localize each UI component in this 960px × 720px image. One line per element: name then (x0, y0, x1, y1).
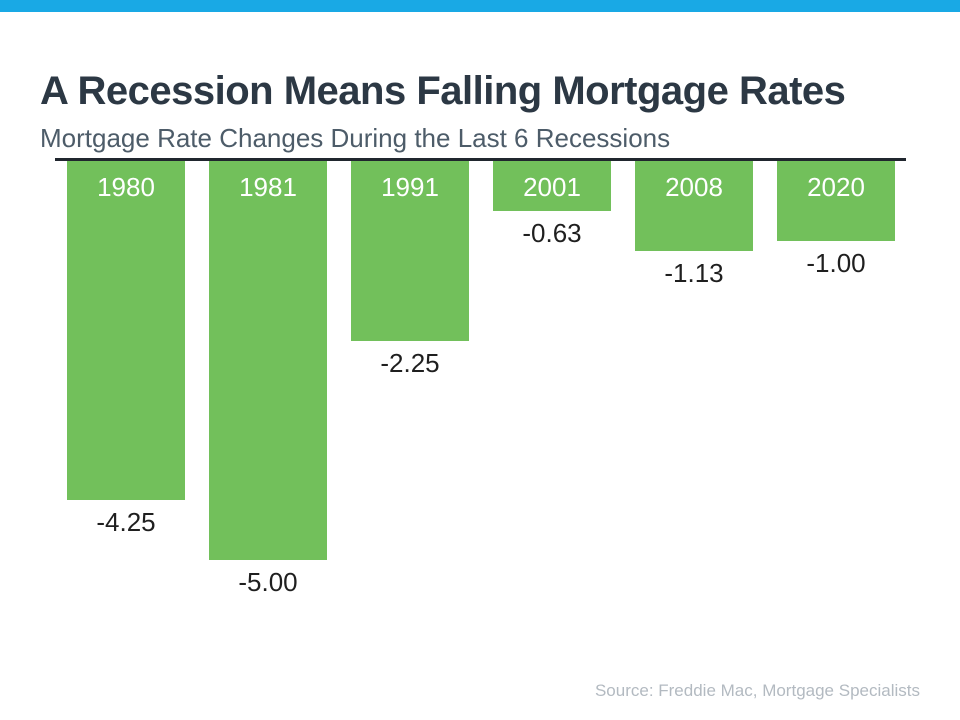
bar-2020: 2020 (777, 161, 895, 241)
bar-category-label: 2020 (807, 172, 865, 202)
bar-value-label: -0.63 (522, 218, 582, 248)
bar-value-label: -5.00 (238, 567, 298, 597)
bar-category-label: 1991 (381, 172, 439, 202)
bar-category-label: 2001 (523, 172, 581, 202)
bar-category-label: 2008 (665, 172, 723, 202)
source-note: Source: Freddie Mac, Mortgage Specialist… (594, 681, 920, 700)
page-title: A Recession Means Falling Mortgage Rates (40, 68, 846, 113)
bar-1991: 1991 (351, 161, 469, 341)
bar-2008: 2008 (635, 161, 753, 251)
x-axis-line (55, 158, 906, 161)
bar-1980: 1980 (67, 161, 185, 500)
bar-2001: 2001 (493, 161, 611, 211)
bar-1981: 1981 (209, 161, 327, 560)
bar-value-label: -1.13 (664, 258, 724, 288)
bar-category-label: 1981 (239, 172, 297, 202)
bar-category-label: 1980 (97, 172, 155, 202)
top-accent-bar (0, 0, 960, 12)
bar-value-label: -4.25 (96, 507, 156, 537)
page-subtitle: Mortgage Rate Changes During the Last 6 … (40, 122, 671, 153)
bar-value-label: -1.00 (806, 248, 866, 278)
bar-value-label: -2.25 (380, 348, 440, 378)
